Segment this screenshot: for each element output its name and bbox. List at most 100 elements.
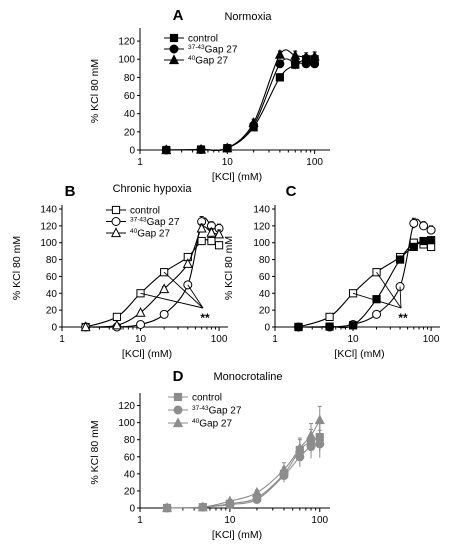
- y-tick-label: 20: [46, 306, 58, 317]
- data-point: [214, 241, 224, 250]
- annotation-line: [163, 271, 204, 309]
- y-tick-label: 20: [259, 306, 271, 317]
- data-point: [224, 495, 235, 506]
- series-3: [161, 48, 320, 155]
- legend-entry: 40Gap 27: [188, 55, 228, 67]
- annotation-line: [352, 292, 402, 309]
- annotation-line: [187, 284, 204, 309]
- y-axis-label: % KCl 80 mM: [89, 59, 101, 123]
- data-point: [294, 442, 305, 453]
- significance-annotation: **: [352, 271, 408, 325]
- y-tick-label: 20: [124, 486, 136, 497]
- data-point: [409, 242, 418, 252]
- y-tick-label: 100: [253, 238, 270, 249]
- legend-superscript: 40: [192, 418, 200, 425]
- y-tick-label: 60: [124, 91, 136, 102]
- legend-superscript: 40: [188, 55, 196, 62]
- y-tick-label: 140: [253, 205, 270, 216]
- annotation-line: [376, 271, 402, 309]
- data-point: [111, 319, 122, 330]
- chart-panel-c: C 0 20 40 60 80 100 120 140 1 10 100 [KCl] (mM) % KCl…: [223, 183, 440, 360]
- legend-text: Gap 27: [205, 45, 238, 56]
- legend-entry: 37-43Gap 27: [188, 44, 238, 56]
- legend-marker: [172, 417, 184, 428]
- y-tick-label: 80: [124, 435, 136, 446]
- data-point: [196, 222, 207, 233]
- x-tick-label: 10: [135, 334, 147, 345]
- legend-entry: control: [188, 34, 218, 45]
- series-line: [298, 239, 432, 329]
- data-point: [159, 283, 170, 294]
- x-tick-label: 1: [59, 334, 65, 345]
- data-point: [395, 255, 405, 264]
- series-line: [85, 239, 220, 328]
- data-point: [222, 142, 233, 153]
- data-point: [162, 502, 173, 513]
- y-tick-label: 80: [259, 255, 271, 266]
- data-point: [275, 73, 284, 82]
- y-tick-label: 40: [259, 289, 271, 300]
- annotation-text: **: [398, 311, 408, 325]
- y-tick-label: 100: [118, 418, 135, 429]
- series-line: [167, 419, 321, 509]
- data-point: [427, 236, 436, 245]
- data-point: [206, 226, 217, 237]
- panel-label: C: [286, 183, 297, 200]
- annotation-line: [140, 292, 204, 309]
- annotation-line: [399, 286, 402, 309]
- significance-annotation: **: [140, 271, 210, 325]
- legend-marker: [169, 44, 179, 54]
- data-point: [290, 49, 301, 60]
- data-point: [274, 48, 285, 59]
- x-tick-label: 100: [306, 157, 323, 168]
- data-point: [197, 501, 208, 512]
- data-point: [112, 312, 121, 321]
- legend-marker: [111, 217, 121, 226]
- series-1: [294, 238, 436, 332]
- y-tick-label: 140: [40, 205, 57, 216]
- y-tick-label: 120: [118, 401, 135, 412]
- series-line: [166, 58, 315, 151]
- series-3: [162, 405, 325, 513]
- data-point: [278, 463, 290, 474]
- series-line: [166, 58, 315, 151]
- x-axis-label: [KCl] (mM): [212, 171, 262, 183]
- data-point: [315, 439, 325, 449]
- data-point: [159, 309, 169, 319]
- series-3: [294, 236, 436, 332]
- data-point: [325, 312, 334, 321]
- legend-marker: [173, 405, 183, 415]
- data-point: [306, 429, 317, 440]
- y-axis-label: % KCl 80 mM: [89, 420, 101, 484]
- y-tick-label: 60: [46, 272, 58, 283]
- legend-superscript: 37-43: [192, 405, 209, 412]
- legend-text: Gap 27: [137, 229, 170, 240]
- y-tick-label: 120: [118, 37, 135, 48]
- chart-title: Normoxia: [224, 11, 272, 23]
- x-tick-label: 100: [211, 334, 228, 345]
- data-point: [301, 51, 312, 62]
- data-point: [314, 414, 325, 425]
- legend-marker: [110, 227, 122, 238]
- data-point: [207, 236, 216, 246]
- legend-entry: 40Gap 27: [192, 418, 232, 430]
- x-tick-label: 10: [224, 515, 236, 526]
- panel-label: D: [173, 368, 184, 385]
- panel-label: A: [173, 7, 184, 24]
- y-tick-label: 100: [40, 238, 57, 249]
- data-point: [196, 143, 207, 154]
- data-point: [136, 319, 146, 329]
- y-tick-label: 0: [51, 323, 57, 334]
- y-tick-label: 60: [259, 272, 271, 283]
- legend-entry: 40Gap 27: [130, 228, 170, 240]
- data-point: [135, 306, 146, 317]
- x-tick-label: 1: [137, 157, 143, 168]
- legend-superscript: 40: [130, 228, 138, 235]
- legend-text: Gap 27: [199, 419, 232, 430]
- series-1: [162, 54, 319, 155]
- x-axis-label: [KCl] (mM): [334, 348, 384, 360]
- data-point: [419, 236, 428, 246]
